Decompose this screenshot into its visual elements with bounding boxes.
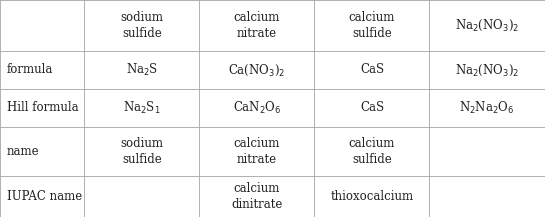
Text: formula: formula: [7, 64, 53, 76]
Text: Na$_2$S: Na$_2$S: [126, 62, 158, 78]
Text: calcium
nitrate: calcium nitrate: [234, 11, 280, 40]
Text: CaS: CaS: [360, 64, 384, 76]
Text: calcium
nitrate: calcium nitrate: [234, 137, 280, 166]
Text: name: name: [7, 145, 39, 158]
Text: CaN$_2$O$_6$: CaN$_2$O$_6$: [233, 100, 281, 116]
Text: calcium
dinitrate: calcium dinitrate: [231, 182, 283, 211]
Text: IUPAC name: IUPAC name: [7, 190, 82, 203]
Text: sodium
sulfide: sodium sulfide: [120, 11, 164, 40]
Text: thioxocalcium: thioxocalcium: [330, 190, 414, 203]
Text: calcium
sulfide: calcium sulfide: [349, 11, 395, 40]
Text: CaS: CaS: [360, 102, 384, 114]
Text: Ca(NO$_3$)$_2$: Ca(NO$_3$)$_2$: [228, 62, 286, 78]
Text: N$_2$Na$_2$O$_6$: N$_2$Na$_2$O$_6$: [459, 100, 515, 116]
Text: Hill formula: Hill formula: [7, 102, 78, 114]
Text: Na$_2$(NO$_3$)$_2$: Na$_2$(NO$_3$)$_2$: [455, 18, 519, 33]
Text: calcium
sulfide: calcium sulfide: [349, 137, 395, 166]
Text: Na$_2$(NO$_3$)$_2$: Na$_2$(NO$_3$)$_2$: [455, 62, 519, 78]
Text: sodium
sulfide: sodium sulfide: [120, 137, 164, 166]
Text: Na$_2$S$_1$: Na$_2$S$_1$: [123, 100, 161, 116]
